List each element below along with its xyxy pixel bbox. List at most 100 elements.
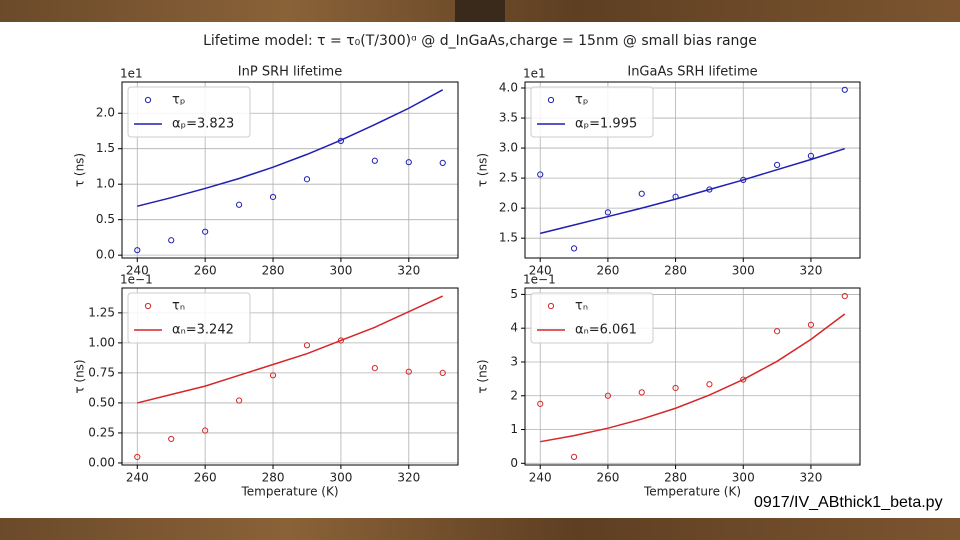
- fit-line: [540, 147, 846, 235]
- data-point: [740, 376, 747, 383]
- legend-label: τₙ: [172, 299, 185, 314]
- x-tick-label: 280: [262, 264, 285, 278]
- offset-label: 1e1: [120, 67, 143, 81]
- y-tick-label: 4.0: [499, 81, 518, 95]
- legend-label: τₙ: [575, 299, 588, 314]
- data-point: [773, 328, 781, 335]
- data-point: [807, 152, 815, 159]
- y-tick-label: 0.75: [88, 365, 115, 379]
- x-axis-label: Temperature (K): [240, 485, 338, 499]
- fit-line: [137, 295, 444, 404]
- y-tick-label: 0.0: [96, 248, 115, 262]
- legend-label: αₚ=3.823: [172, 117, 234, 132]
- x-tick-label: 240: [126, 264, 149, 278]
- x-tick-label: 260: [194, 264, 217, 278]
- data-point: [371, 364, 378, 372]
- plot-panel: 240 260 280 300 320 1.5 2.0 2.5 3.0 3.5 4.0 InGaAs …: [476, 65, 861, 278]
- x-tick-label: 320: [799, 471, 822, 485]
- legend-label: τₚ: [172, 93, 185, 108]
- data-point: [337, 337, 345, 344]
- data-point: [168, 237, 175, 244]
- offset-label: 1e1: [523, 67, 546, 81]
- data-point: [706, 381, 713, 388]
- x-tick-label: 280: [664, 471, 687, 485]
- axes-frame: [121, 287, 459, 466]
- legend-marker: [144, 302, 152, 310]
- legend-label: αₙ=3.242: [172, 323, 234, 338]
- x-tick-label: 260: [596, 471, 619, 485]
- data-point: [371, 157, 378, 164]
- fit-line: [540, 313, 846, 443]
- data-point: [269, 193, 277, 201]
- offset-label: 1e−1: [523, 273, 556, 287]
- data-point: [773, 161, 781, 168]
- y-tick-label: 4: [510, 321, 518, 335]
- file-name: 0917/IV_ABthick1_beta.py: [754, 494, 943, 511]
- y-tick-label: 1.00: [88, 335, 115, 349]
- legend-label: αₚ=1.995: [575, 117, 637, 132]
- x-tick-label: 260: [194, 471, 217, 485]
- y-tick-label: 2.5: [499, 171, 518, 185]
- y-tick-label: 0.25: [88, 425, 115, 439]
- data-point: [303, 176, 311, 183]
- data-point: [269, 372, 277, 379]
- data-point: [235, 201, 243, 208]
- y-tick-label: 3.0: [499, 141, 518, 155]
- data-point: [638, 389, 645, 396]
- offset-label: 1e−1: [120, 273, 153, 287]
- y-tick-label: 1.5: [96, 141, 115, 155]
- data-point: [604, 392, 612, 399]
- data-point: [672, 384, 679, 392]
- x-tick-label: 300: [329, 471, 352, 485]
- legend-marker: [547, 96, 555, 104]
- y-tick-label: 0.5: [96, 212, 115, 226]
- y-axis-label: τ (ns): [476, 153, 490, 187]
- wood-dark-strip: [455, 0, 505, 22]
- data-point: [638, 190, 645, 197]
- data-point: [202, 228, 209, 235]
- y-tick-label: 5: [510, 287, 518, 301]
- data-point: [405, 368, 412, 375]
- slide-title: Lifetime model: τ = τ₀(T/300)ᵅ @ d_InGaA…: [203, 33, 757, 49]
- x-tick-label: 280: [262, 471, 285, 485]
- x-tick-label: 260: [596, 264, 619, 278]
- y-tick-label: 2.0: [499, 201, 518, 215]
- plot-panel: 240 260 280 300 320 0.0 0.5 1.0 1.5 2.0 InP SRH li…: [73, 65, 459, 278]
- y-tick-label: 1: [510, 422, 518, 436]
- data-point: [537, 400, 544, 407]
- x-tick-label: 280: [664, 264, 687, 278]
- x-tick-label: 300: [732, 264, 755, 278]
- data-point: [841, 293, 848, 300]
- x-axis-label: Temperature (K): [643, 485, 741, 499]
- y-tick-label: 0.50: [88, 395, 115, 409]
- plot-title: InGaAs SRH lifetime: [627, 65, 757, 80]
- x-tick-label: 240: [529, 264, 552, 278]
- data-point: [202, 427, 209, 434]
- data-point: [134, 453, 141, 461]
- data-point: [439, 159, 446, 167]
- data-point: [405, 159, 412, 166]
- y-axis-label: τ (ns): [476, 359, 490, 393]
- data-point: [168, 435, 175, 443]
- x-tick-label: 240: [529, 471, 552, 485]
- data-point: [537, 171, 544, 178]
- y-tick-label: 2.0: [96, 106, 115, 120]
- data-point: [841, 86, 848, 93]
- legend-label: τₚ: [575, 93, 588, 108]
- axes-frame: [524, 81, 861, 259]
- y-tick-label: 1.25: [88, 305, 115, 319]
- data-point: [570, 453, 578, 460]
- y-tick-label: 1.5: [499, 231, 518, 245]
- y-tick-label: 2: [510, 388, 518, 402]
- fit-line: [137, 89, 444, 207]
- y-tick-label: 1.0: [96, 177, 115, 191]
- y-tick-label: 3: [510, 354, 518, 368]
- legend-marker: [144, 96, 152, 104]
- plot-title: InP SRH lifetime: [238, 65, 342, 80]
- y-axis-label: τ (ns): [73, 359, 87, 393]
- axes-frame: [524, 287, 861, 466]
- data-point: [303, 342, 311, 349]
- legend-label: αₙ=6.061: [575, 323, 637, 338]
- x-tick-label: 300: [329, 264, 352, 278]
